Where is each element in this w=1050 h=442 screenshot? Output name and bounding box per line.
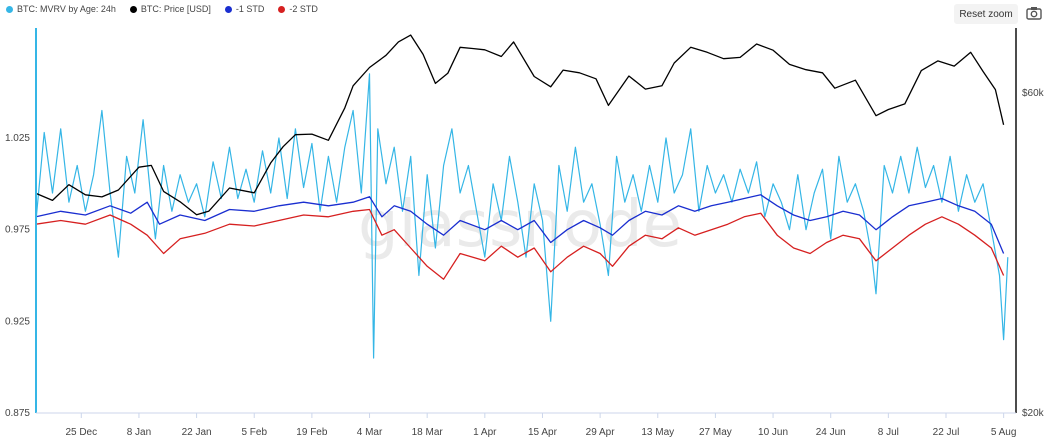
y-left-tick-label: 0.875 — [5, 408, 30, 419]
legend-marker-icon — [224, 5, 232, 13]
x-tick-label: 8 Jul — [878, 427, 899, 438]
series-line-0[interactable] — [35, 73, 1009, 359]
x-tick-label: 5 Aug — [991, 427, 1017, 438]
reset-zoom-button[interactable]: Reset zoom — [954, 4, 1018, 24]
x-tick-label: 29 Apr — [586, 427, 616, 438]
series-line-3[interactable] — [35, 208, 1005, 280]
ticks-layer: 25 Dec 8 Jan 22 Jan 5 Feb 19 Feb 4 Mar 18 Mar 1… — [5, 88, 1045, 438]
x-tick-label: 4 Mar — [357, 427, 383, 438]
legend-item-0[interactable]: BTC: MVRV by Age: 24h — [6, 4, 116, 14]
legend-marker-icon — [278, 5, 286, 13]
chart-legend: BTC: MVRV by Age: 24h BTC: Price [USD] -1 … — [6, 4, 318, 14]
camera-icon[interactable] — [1026, 6, 1042, 20]
legend-label: BTC: MVRV by Age: 24h — [17, 4, 116, 14]
x-tick-label: 1 Apr — [473, 427, 497, 438]
x-tick-label: 22 Jul — [933, 427, 960, 438]
x-tick-label: 19 Feb — [296, 427, 328, 438]
legend-label: -1 STD — [235, 4, 265, 14]
legend-marker-icon — [6, 5, 13, 13]
x-tick-label: 22 Jan — [182, 427, 212, 438]
x-tick-label: 24 Jun — [816, 427, 846, 438]
x-tick-label: 8 Jan — [127, 427, 151, 438]
x-tick-label: 10 Jun — [758, 427, 788, 438]
x-tick-label: 25 Dec — [65, 427, 97, 438]
x-tick-label: 27 May — [699, 427, 732, 438]
series-layer — [35, 34, 1009, 359]
legend-item-1[interactable]: BTC: Price [USD] — [129, 4, 211, 14]
series-line-2[interactable] — [35, 194, 1005, 254]
y-left-tick-label: 0.975 — [5, 225, 30, 236]
watermark-logo: glassnode — [358, 188, 682, 262]
legend-label: BTC: Price [USD] — [140, 4, 211, 14]
x-tick-label: 18 Mar — [412, 427, 444, 438]
y-left-tick-label: 1.025 — [5, 133, 30, 144]
series-line-1[interactable] — [35, 34, 1005, 216]
y-right-tick-label: $60k — [1022, 88, 1045, 99]
legend-label: -2 STD — [289, 4, 318, 14]
x-tick-label: 15 Apr — [528, 427, 558, 438]
x-tick-label: 5 Feb — [241, 427, 267, 438]
y-right-tick-label: $20k — [1022, 408, 1045, 419]
y-left-tick-label: 0.925 — [5, 316, 30, 327]
legend-marker-icon — [129, 5, 137, 13]
legend-item-3[interactable]: -2 STD — [278, 4, 318, 14]
x-tick-label: 13 May — [641, 427, 674, 438]
legend-item-2[interactable]: -1 STD — [224, 4, 265, 14]
